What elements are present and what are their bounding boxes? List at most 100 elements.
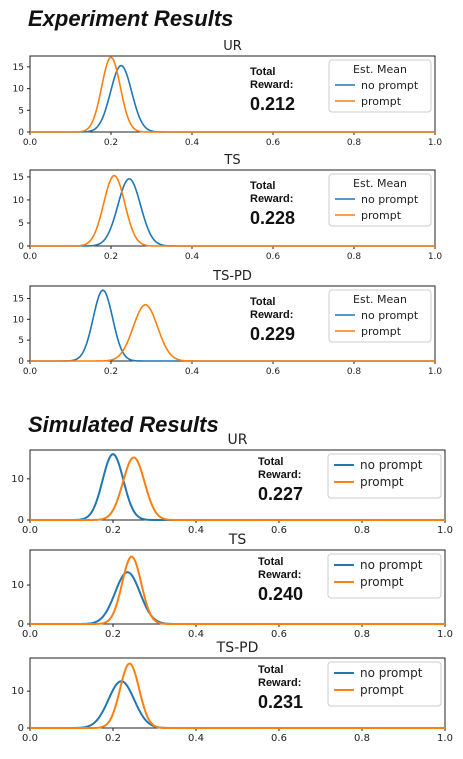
y-tick-label: 15 xyxy=(13,173,24,183)
chart-experiment-ts-pd: TS-PD 0.0 0.2 0.4 0.6 0.8 1.0 0 5 10 15 Total Reward… xyxy=(13,269,443,377)
chart-simulated-ts-pd: TS-PD 0.0 0.2 0.4 0.6 0.8 1.0 0 10 Total Reward: 0.… xyxy=(11,640,453,744)
chart-title: TS xyxy=(223,153,240,168)
total-reward-label: Total Reward: xyxy=(250,296,293,321)
x-tick-label: 0.2 xyxy=(105,525,121,536)
total-reward-label-line1: Total xyxy=(258,664,283,676)
chart-title: UR xyxy=(223,39,242,54)
y-tick-label: 10 xyxy=(11,474,24,485)
legend-label-no-prompt: no prompt xyxy=(361,193,419,206)
x-tick-label: 0.0 xyxy=(22,525,38,536)
x-tick-label: 0.8 xyxy=(354,525,370,536)
chart-title: TS-PD xyxy=(212,269,252,284)
total-reward-label-line1: Total xyxy=(250,180,275,192)
series-line-prompt xyxy=(30,456,445,521)
total-reward-label: Total Reward: xyxy=(258,456,301,481)
section-title-experiment: Experiment Results xyxy=(28,6,234,31)
x-tick-label: 1.0 xyxy=(437,629,453,640)
x-tick-label: 0.2 xyxy=(104,138,118,148)
x-tick-label: 1.0 xyxy=(428,252,443,262)
total-reward-label-line1: Total xyxy=(250,66,275,78)
x-tick-label: 0.4 xyxy=(188,733,204,744)
total-reward-label-line2: Reward: xyxy=(250,193,293,205)
y-tick-label: 10 xyxy=(11,580,24,591)
x-tick-label: 0.0 xyxy=(23,138,38,148)
legend-label-no-prompt: no prompt xyxy=(360,666,423,680)
chart-title: UR xyxy=(228,432,248,448)
y-tick-label: 0 xyxy=(18,619,24,630)
y-tick-label: 15 xyxy=(13,63,24,73)
x-tick-label: 0.4 xyxy=(188,629,204,640)
total-reward-label-line2: Reward: xyxy=(250,309,293,321)
y-tick-label: 10 xyxy=(13,196,25,206)
legend-label-no-prompt: no prompt xyxy=(360,558,423,572)
x-tick-label: 0.6 xyxy=(266,252,281,262)
x-tick-label: 0.2 xyxy=(105,733,121,744)
x-tick-label: 0.2 xyxy=(104,367,118,377)
legend-title: Est. Mean xyxy=(353,63,407,76)
legend-box xyxy=(328,289,432,343)
total-reward-value: 0.229 xyxy=(250,324,295,344)
x-tick-label: 0.4 xyxy=(185,367,200,377)
y-tick-label: 0 xyxy=(18,515,24,526)
x-tick-label: 0.0 xyxy=(23,367,38,377)
total-reward-value: 0.240 xyxy=(258,584,303,604)
total-reward-label: Total Reward: xyxy=(250,66,293,91)
total-reward-label: Total Reward: xyxy=(258,556,301,581)
chart-title: TS-PD xyxy=(216,640,259,656)
total-reward-label-line1: Total xyxy=(250,296,275,308)
x-tick-label: 0.0 xyxy=(23,252,38,262)
y-tick-label: 10 xyxy=(11,686,24,697)
x-tick-label: 0.8 xyxy=(347,367,362,377)
section-title-simulated: Simulated Results xyxy=(28,412,219,437)
x-tick-label: 0.4 xyxy=(188,525,204,536)
legend-box xyxy=(328,59,432,113)
total-reward-label-line2: Reward: xyxy=(258,677,301,689)
x-tick-label: 0.6 xyxy=(271,629,287,640)
legend-title: Est. Mean xyxy=(353,177,407,190)
y-tick-label: 15 xyxy=(13,295,24,305)
total-reward-label-line1: Total xyxy=(258,556,283,568)
legend-box xyxy=(327,553,442,599)
series-line-prompt xyxy=(30,174,435,247)
x-tick-label: 0.8 xyxy=(347,138,362,148)
legend-label-prompt: prompt xyxy=(360,475,404,489)
y-tick-label: 10 xyxy=(13,85,25,95)
total-reward-value: 0.228 xyxy=(250,208,295,228)
x-tick-label: 0.6 xyxy=(266,138,281,148)
y-tick-label: 10 xyxy=(13,315,25,325)
x-tick-label: 0.6 xyxy=(266,367,281,377)
x-tick-label: 1.0 xyxy=(437,733,453,744)
total-reward-label-line2: Reward: xyxy=(258,469,301,481)
total-reward-label-line1: Total xyxy=(258,456,283,468)
legend-label-prompt: prompt xyxy=(360,683,404,697)
x-tick-label: 0.0 xyxy=(22,733,38,744)
x-tick-label: 0.6 xyxy=(271,525,287,536)
series-line-prompt xyxy=(30,56,435,133)
y-tick-label: 0 xyxy=(18,128,24,138)
x-tick-label: 1.0 xyxy=(428,367,443,377)
series-line-prompt xyxy=(30,555,445,625)
x-tick-label: 0.8 xyxy=(347,252,362,262)
legend-label-prompt: prompt xyxy=(360,575,404,589)
y-tick-label: 5 xyxy=(18,219,24,229)
chart-experiment-ur: UR 0.0 0.2 0.4 0.6 0.8 1.0 0 5 10 15 Total Reward: 0.… xyxy=(13,39,443,148)
chart-title: TS xyxy=(228,532,247,548)
total-reward-label: Total Reward: xyxy=(258,664,301,689)
x-tick-label: 0.8 xyxy=(354,733,370,744)
x-tick-label: 0.6 xyxy=(271,733,287,744)
y-tick-label: 5 xyxy=(18,336,24,346)
y-tick-label: 0 xyxy=(18,357,24,367)
legend-label-no-prompt: no prompt xyxy=(361,79,419,92)
total-reward-value: 0.227 xyxy=(258,484,303,504)
y-tick-label: 5 xyxy=(18,106,24,116)
x-tick-label: 0.2 xyxy=(104,252,118,262)
chart-simulated-ur: UR 0.0 0.2 0.4 0.6 0.8 1.0 0 10 Total Reward: 0.227… xyxy=(11,432,453,536)
series-line-prompt xyxy=(30,304,435,362)
legend-title: Est. Mean xyxy=(353,293,407,306)
y-tick-label: 0 xyxy=(18,242,24,252)
legend-box xyxy=(327,453,442,499)
x-tick-label: 1.0 xyxy=(437,525,453,536)
total-reward-label-line2: Reward: xyxy=(258,569,301,581)
x-tick-label: 0.8 xyxy=(354,629,370,640)
x-tick-label: 0.0 xyxy=(22,629,38,640)
